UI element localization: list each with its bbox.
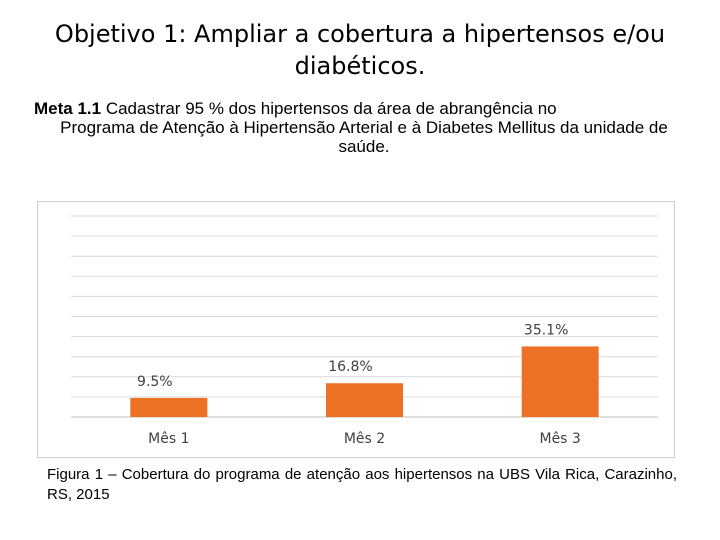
slide-title: Objetivo 1: Ampliar a cobertura a hipert…: [54, 20, 666, 80]
bar: [521, 346, 599, 417]
meta-label: Meta 1.1: [34, 99, 102, 118]
meta-line-2: Programa de Atenção à Hipertensão Arteri…: [60, 118, 668, 156]
meta-text: Meta 1.1 Cadastrar 95 % dos hipertensos …: [34, 99, 694, 156]
bar: [326, 383, 403, 417]
meta-line-1: Cadastrar 95 % dos hipertensos da área d…: [105, 99, 557, 118]
chart-container: 9.5% Mês 1 16.8% Mês 2 35.1% Mês 3: [37, 201, 675, 458]
data-label: 9.5%: [137, 374, 173, 390]
bar-chart: 9.5% Mês 1 16.8% Mês 2 35.1% Mês 3: [71, 215, 658, 447]
bar: [130, 397, 208, 417]
x-tick-label: Mês 1: [148, 431, 189, 447]
figure-caption: Figura 1 – Cobertura do programa de aten…: [47, 466, 677, 503]
x-tick-label: Mês 2: [344, 431, 385, 447]
data-label: 35.1%: [524, 322, 568, 338]
data-label: 16.8%: [328, 359, 372, 375]
x-tick-label: Mês 3: [539, 431, 580, 447]
